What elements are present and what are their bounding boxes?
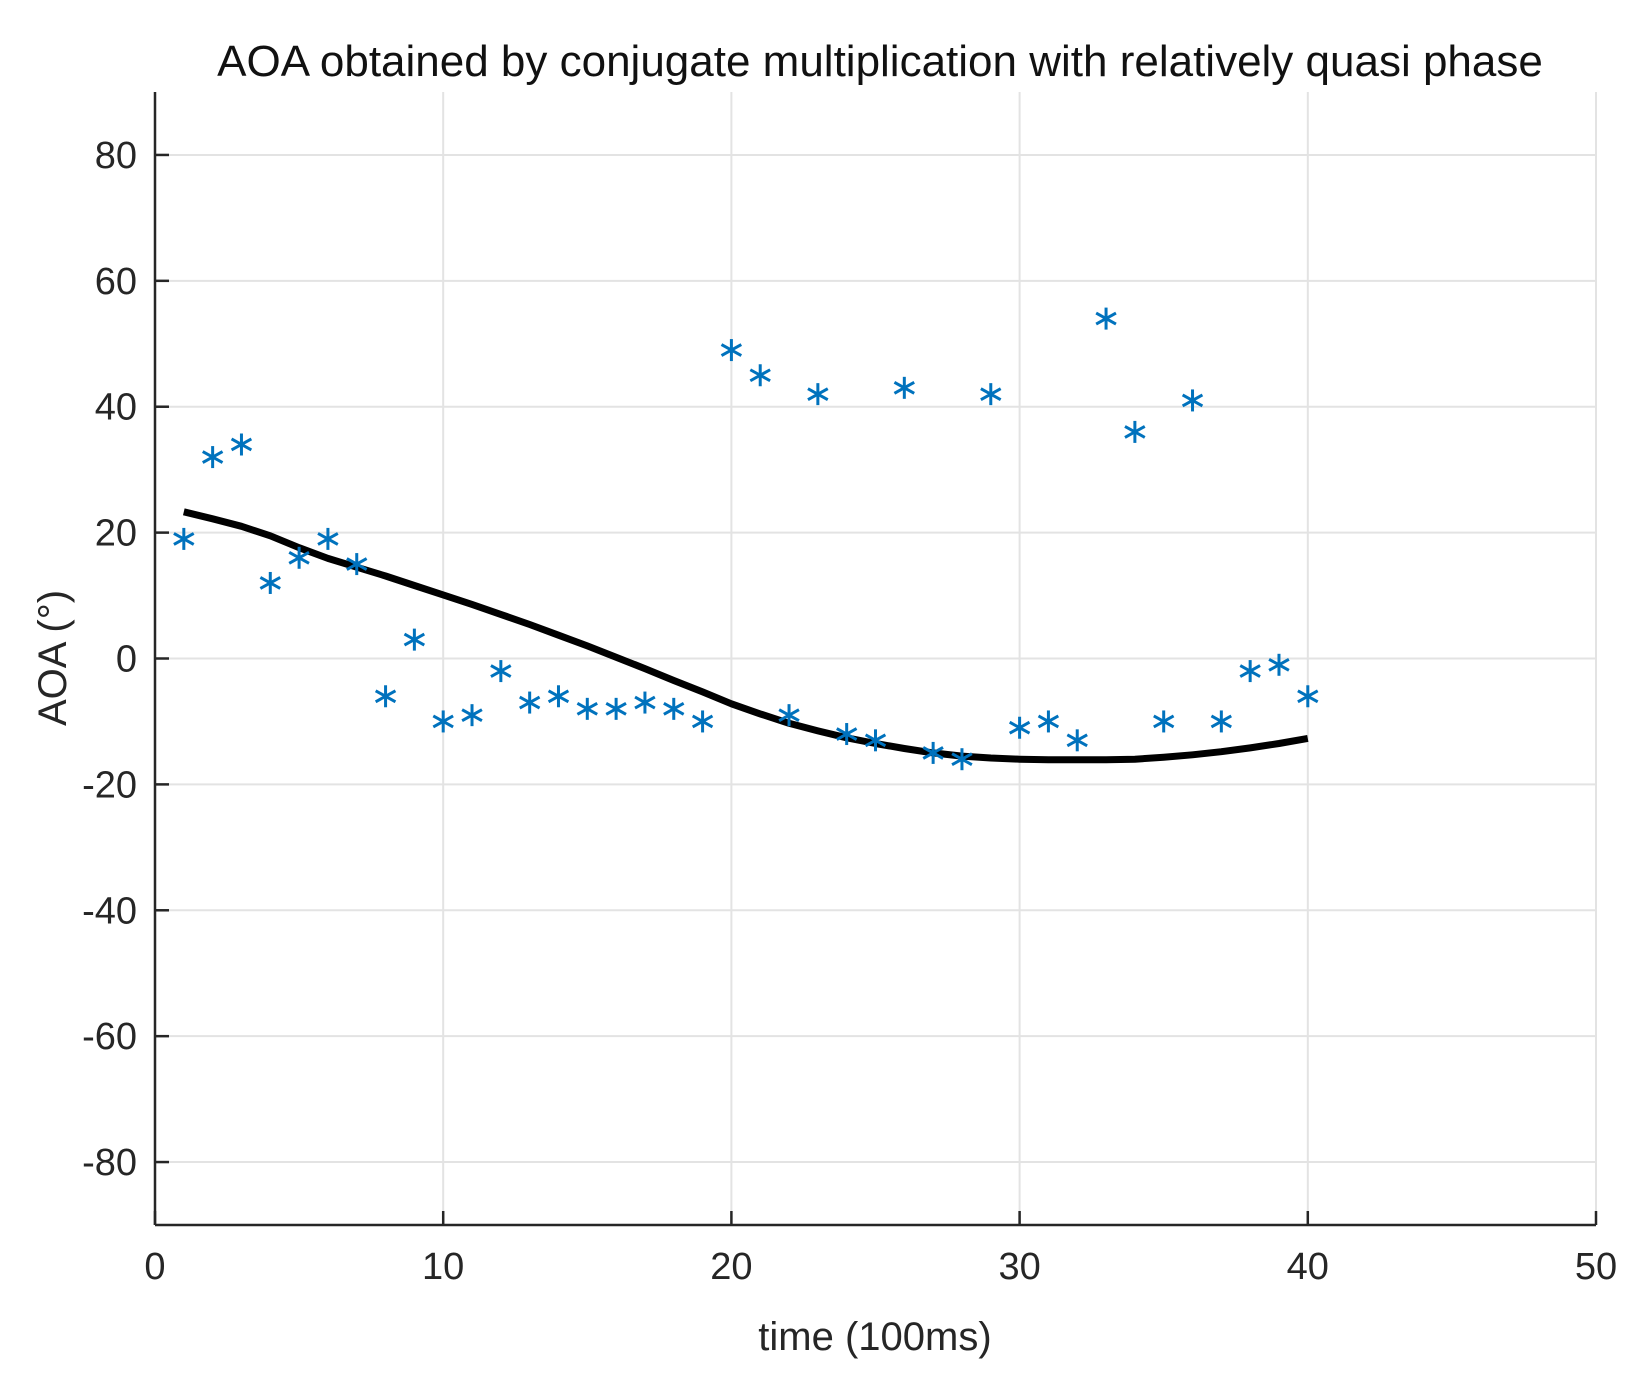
data-point — [547, 685, 570, 708]
data-point — [720, 339, 743, 362]
data-point — [893, 376, 915, 399]
data-point — [980, 383, 1002, 406]
y-tick-label: 40 — [95, 387, 137, 429]
trend-line-layer — [182, 508, 1309, 764]
data-point — [1008, 716, 1031, 739]
data-point — [432, 710, 454, 733]
data-point — [1153, 710, 1175, 733]
data-point — [749, 364, 771, 387]
x-tick-label: 30 — [998, 1246, 1040, 1288]
data-point — [634, 691, 656, 714]
data-point — [1210, 710, 1232, 733]
data-point — [1037, 710, 1060, 733]
data-point — [1066, 729, 1088, 752]
y-tick-label: -80 — [82, 1142, 137, 1184]
y-tick-label: 0 — [116, 639, 137, 681]
x-tick-label: 50 — [1575, 1246, 1617, 1288]
y-tick-label: -40 — [82, 890, 137, 932]
data-point — [778, 704, 800, 727]
data-point — [1181, 389, 1204, 412]
data-point — [864, 729, 887, 752]
data-point — [1095, 307, 1117, 330]
chart-title: AOA obtained by conjugate multiplication… — [217, 37, 1543, 86]
data-point — [230, 433, 253, 456]
data-point — [519, 691, 541, 714]
data-point — [202, 446, 224, 469]
data-point — [374, 685, 397, 708]
data-point — [317, 527, 339, 550]
data-point — [576, 697, 598, 720]
y-tick-label: 20 — [95, 513, 137, 555]
y-tick-label: -20 — [82, 764, 137, 806]
grid — [154, 92, 1597, 1225]
data-point — [1124, 420, 1146, 443]
data-point — [288, 546, 310, 569]
data-point — [836, 723, 858, 746]
x-tick-label: 20 — [710, 1246, 752, 1288]
data-point — [1297, 685, 1319, 708]
data-point — [691, 710, 714, 733]
data-point — [951, 748, 973, 771]
y-tick-label: 80 — [95, 135, 137, 177]
trend-line — [182, 508, 1309, 764]
marker-layer — [173, 307, 1319, 771]
data-point — [1239, 660, 1261, 683]
ticks: 0 10 20 30 40 50 80 60 40 20 0 -20 -40 -60 -80 — [82, 135, 1617, 1288]
y-tick-label: 60 — [95, 261, 137, 303]
x-tick-label: 0 — [144, 1246, 165, 1288]
y-tick-label: -60 — [82, 1016, 137, 1058]
data-point — [663, 697, 685, 720]
data-point — [346, 553, 368, 576]
data-point — [807, 383, 829, 406]
data-point — [461, 704, 483, 727]
data-point — [605, 697, 627, 720]
data-point — [1268, 653, 1290, 676]
x-axis-label: time (100ms) — [758, 1315, 991, 1359]
x-tick-label: 10 — [422, 1246, 464, 1288]
data-point — [403, 628, 426, 651]
x-tick-label: 40 — [1287, 1246, 1329, 1288]
data-point — [490, 660, 512, 683]
data-point — [173, 527, 195, 550]
data-point — [259, 571, 281, 594]
data-point — [922, 741, 944, 764]
y-axis-label: AOA (°) — [31, 590, 75, 726]
